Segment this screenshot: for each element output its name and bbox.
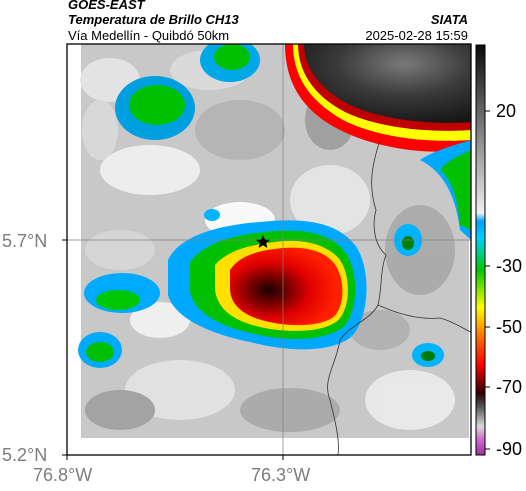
colorbar-label-minus70: -70 xyxy=(496,377,523,397)
route-subtitle: Vía Medellín - Quibdó 50km xyxy=(68,28,230,43)
source-label: SIATA xyxy=(430,12,468,27)
satellite-title: GOES-EAST xyxy=(68,0,145,12)
star-marker-icon xyxy=(256,235,270,248)
convective-cell xyxy=(168,220,367,350)
lat-label-5.7: 5.7°N xyxy=(2,231,48,251)
border-line-east xyxy=(377,304,471,333)
timestamp-label: 2025-02-28 15:59 xyxy=(365,28,468,43)
colorbar-frame xyxy=(475,44,486,456)
colorbar xyxy=(476,45,485,455)
cold-cells xyxy=(78,44,444,368)
plot-frame xyxy=(66,43,472,456)
lon-label-76.8: 76.8°W xyxy=(33,465,93,485)
cloud-top-northeast xyxy=(285,44,471,240)
colorbar-label-20: 20 xyxy=(496,101,517,121)
colorbar-label-minus90: -90 xyxy=(496,439,523,459)
colorbar-label-minus50: -50 xyxy=(496,317,523,337)
colorbar-label-minus30: -30 xyxy=(496,256,523,276)
lon-label-76.3: 76.3°W xyxy=(251,465,311,485)
lat-label-5.2: 5.2°N xyxy=(2,445,48,465)
product-title: Temperatura de Brillo CH13 xyxy=(68,12,239,27)
